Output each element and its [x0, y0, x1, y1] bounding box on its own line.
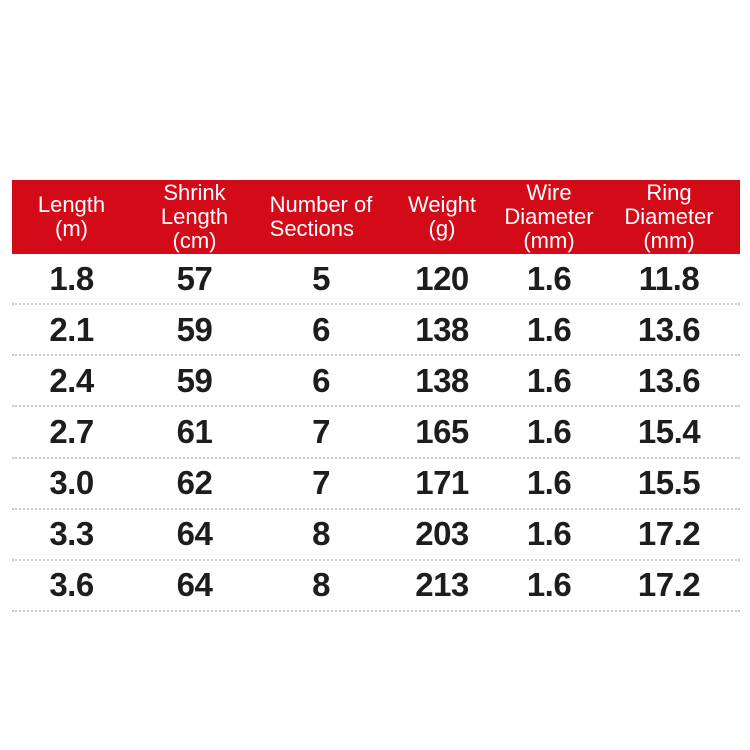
header-weight-g: Weight (g): [384, 180, 500, 254]
header-shrink-length-cm: Shrink Length (cm): [131, 180, 258, 254]
cell-sections: 7: [312, 412, 330, 450]
cell-length: 3.6: [49, 566, 94, 604]
cell-length: 2.1: [49, 310, 94, 348]
cell-shrink-length: 57: [176, 259, 213, 297]
cell-wire-diameter: 1.6: [526, 310, 572, 348]
header-wire-diameter-mm-label: Wire Diameter (mm): [504, 180, 594, 253]
cell-ring-diameter: 13.6: [637, 310, 701, 348]
cell-length: 1.8: [49, 259, 94, 297]
cell-wire-diameter: 1.6: [526, 259, 572, 297]
cell-length: 3.3: [49, 515, 94, 553]
table-row: 3.0 62 7 171 1.6 15.5: [12, 459, 740, 510]
cell-length: 2.7: [49, 412, 94, 450]
cell-sections: 5: [312, 259, 330, 297]
cell-weight: 138: [415, 361, 469, 399]
cell-weight: 171: [415, 464, 469, 502]
cell-weight: 213: [415, 566, 469, 604]
header-ring-diameter-mm: Ring Diameter (mm): [598, 180, 740, 254]
cell-sections: 6: [312, 310, 330, 348]
cell-ring-diameter: 17.2: [637, 515, 701, 553]
cell-wire-diameter: 1.6: [526, 412, 572, 450]
cell-shrink-length: 62: [176, 464, 213, 502]
table-row: 2.7 61 7 165 1.6 15.4: [12, 407, 740, 459]
header-length-m-label: Length (m): [37, 192, 106, 241]
cell-shrink-length: 59: [176, 361, 213, 399]
cell-sections: 7: [312, 464, 330, 502]
cell-shrink-length: 61: [176, 412, 213, 450]
header-weight-g-label: Weight (g): [407, 192, 477, 241]
cell-ring-diameter: 15.5: [637, 464, 701, 502]
table-row: 2.4 59 6 138 1.6 13.6: [12, 356, 740, 408]
spec-table-header-row: Length (m) Shrink Length (cm) Number of …: [12, 180, 740, 254]
cell-length: 3.0: [49, 464, 94, 502]
cell-ring-diameter: 11.8: [638, 259, 700, 297]
table-row: 1.8 57 5 120 1.6 11.8: [12, 254, 740, 306]
cell-wire-diameter: 1.6: [526, 361, 572, 399]
spec-table: Length (m) Shrink Length (cm) Number of …: [12, 180, 740, 612]
cell-wire-diameter: 1.6: [526, 515, 572, 553]
spec-table-body: 1.8 57 5 120 1.6 11.8 2.1 59 6 138 1.6 1…: [12, 254, 740, 612]
cell-wire-diameter: 1.6: [526, 464, 572, 502]
header-number-of-sections: Number of Sections: [258, 180, 384, 254]
cell-sections: 8: [312, 566, 330, 604]
cell-ring-diameter: 13.6: [637, 361, 701, 399]
cell-ring-diameter: 15.4: [637, 412, 701, 450]
table-row: 3.6 64 8 213 1.6 17.2: [12, 561, 740, 612]
cell-sections: 6: [312, 361, 330, 399]
header-ring-diameter-mm-label: Ring Diameter (mm): [624, 180, 714, 253]
table-row: 3.3 64 8 203 1.6 17.2: [12, 510, 740, 561]
cell-weight: 138: [415, 310, 469, 348]
cell-wire-diameter: 1.6: [526, 566, 572, 604]
cell-weight: 165: [415, 412, 469, 450]
cell-ring-diameter: 17.2: [637, 566, 701, 604]
header-length-m: Length (m): [12, 180, 131, 254]
header-number-of-sections-label: Number of Sections: [269, 192, 373, 241]
cell-weight: 120: [415, 259, 469, 297]
cell-weight: 203: [415, 515, 469, 553]
table-row: 2.1 59 6 138 1.6 13.6: [12, 305, 740, 357]
cell-shrink-length: 59: [176, 310, 213, 348]
cell-length: 2.4: [49, 361, 94, 399]
cell-shrink-length: 64: [176, 515, 213, 553]
cell-shrink-length: 64: [176, 566, 213, 604]
header-wire-diameter-mm: Wire Diameter (mm): [500, 180, 598, 254]
header-shrink-length-cm-label: Shrink Length (cm): [160, 180, 229, 253]
cell-sections: 8: [312, 515, 330, 553]
